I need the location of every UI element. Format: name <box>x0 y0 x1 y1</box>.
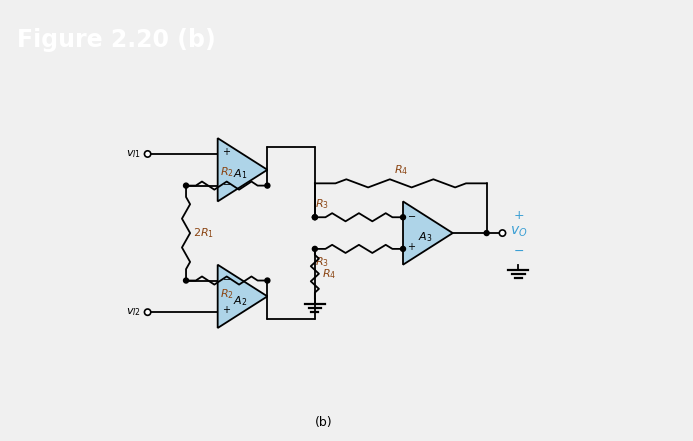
Circle shape <box>401 215 405 220</box>
Text: $R_2$: $R_2$ <box>220 165 234 179</box>
Text: $R_4$: $R_4$ <box>394 163 408 177</box>
Circle shape <box>313 247 317 251</box>
Text: $v_{I1}$: $v_{I1}$ <box>125 148 141 160</box>
Text: $R_3$: $R_3$ <box>315 255 329 269</box>
Polygon shape <box>403 202 453 265</box>
Polygon shape <box>218 138 267 202</box>
Text: Figure 2.20 (b): Figure 2.20 (b) <box>17 28 216 52</box>
Text: $A_2$: $A_2$ <box>233 294 247 308</box>
Circle shape <box>265 278 270 283</box>
Circle shape <box>484 231 489 235</box>
Text: $+$: $+$ <box>222 304 231 315</box>
Text: $A_3$: $A_3$ <box>419 231 433 244</box>
Text: (b): (b) <box>315 416 333 430</box>
Text: $v_{I2}$: $v_{I2}$ <box>126 306 141 318</box>
Polygon shape <box>218 265 267 328</box>
Text: $v_O$: $v_O$ <box>509 224 527 239</box>
Text: $-$: $-$ <box>222 273 231 283</box>
Circle shape <box>144 309 151 315</box>
Circle shape <box>184 278 188 283</box>
Circle shape <box>313 215 317 220</box>
Circle shape <box>184 183 188 188</box>
Circle shape <box>401 247 405 251</box>
Text: $+$: $+$ <box>513 209 524 222</box>
Text: $2R_1$: $2R_1$ <box>193 226 214 240</box>
Circle shape <box>265 183 270 188</box>
Circle shape <box>313 215 317 220</box>
Text: $+$: $+$ <box>222 146 231 157</box>
Text: $R_2$: $R_2$ <box>220 287 234 301</box>
Text: $R_4$: $R_4$ <box>322 267 336 280</box>
Text: $A_1$: $A_1$ <box>233 168 247 181</box>
Text: $+$: $+$ <box>407 241 416 252</box>
Text: $R_3$: $R_3$ <box>315 197 329 211</box>
Circle shape <box>499 230 506 236</box>
Text: $-$: $-$ <box>407 210 416 220</box>
Circle shape <box>144 151 151 157</box>
Text: $-$: $-$ <box>222 178 231 188</box>
Text: $-$: $-$ <box>513 244 524 257</box>
